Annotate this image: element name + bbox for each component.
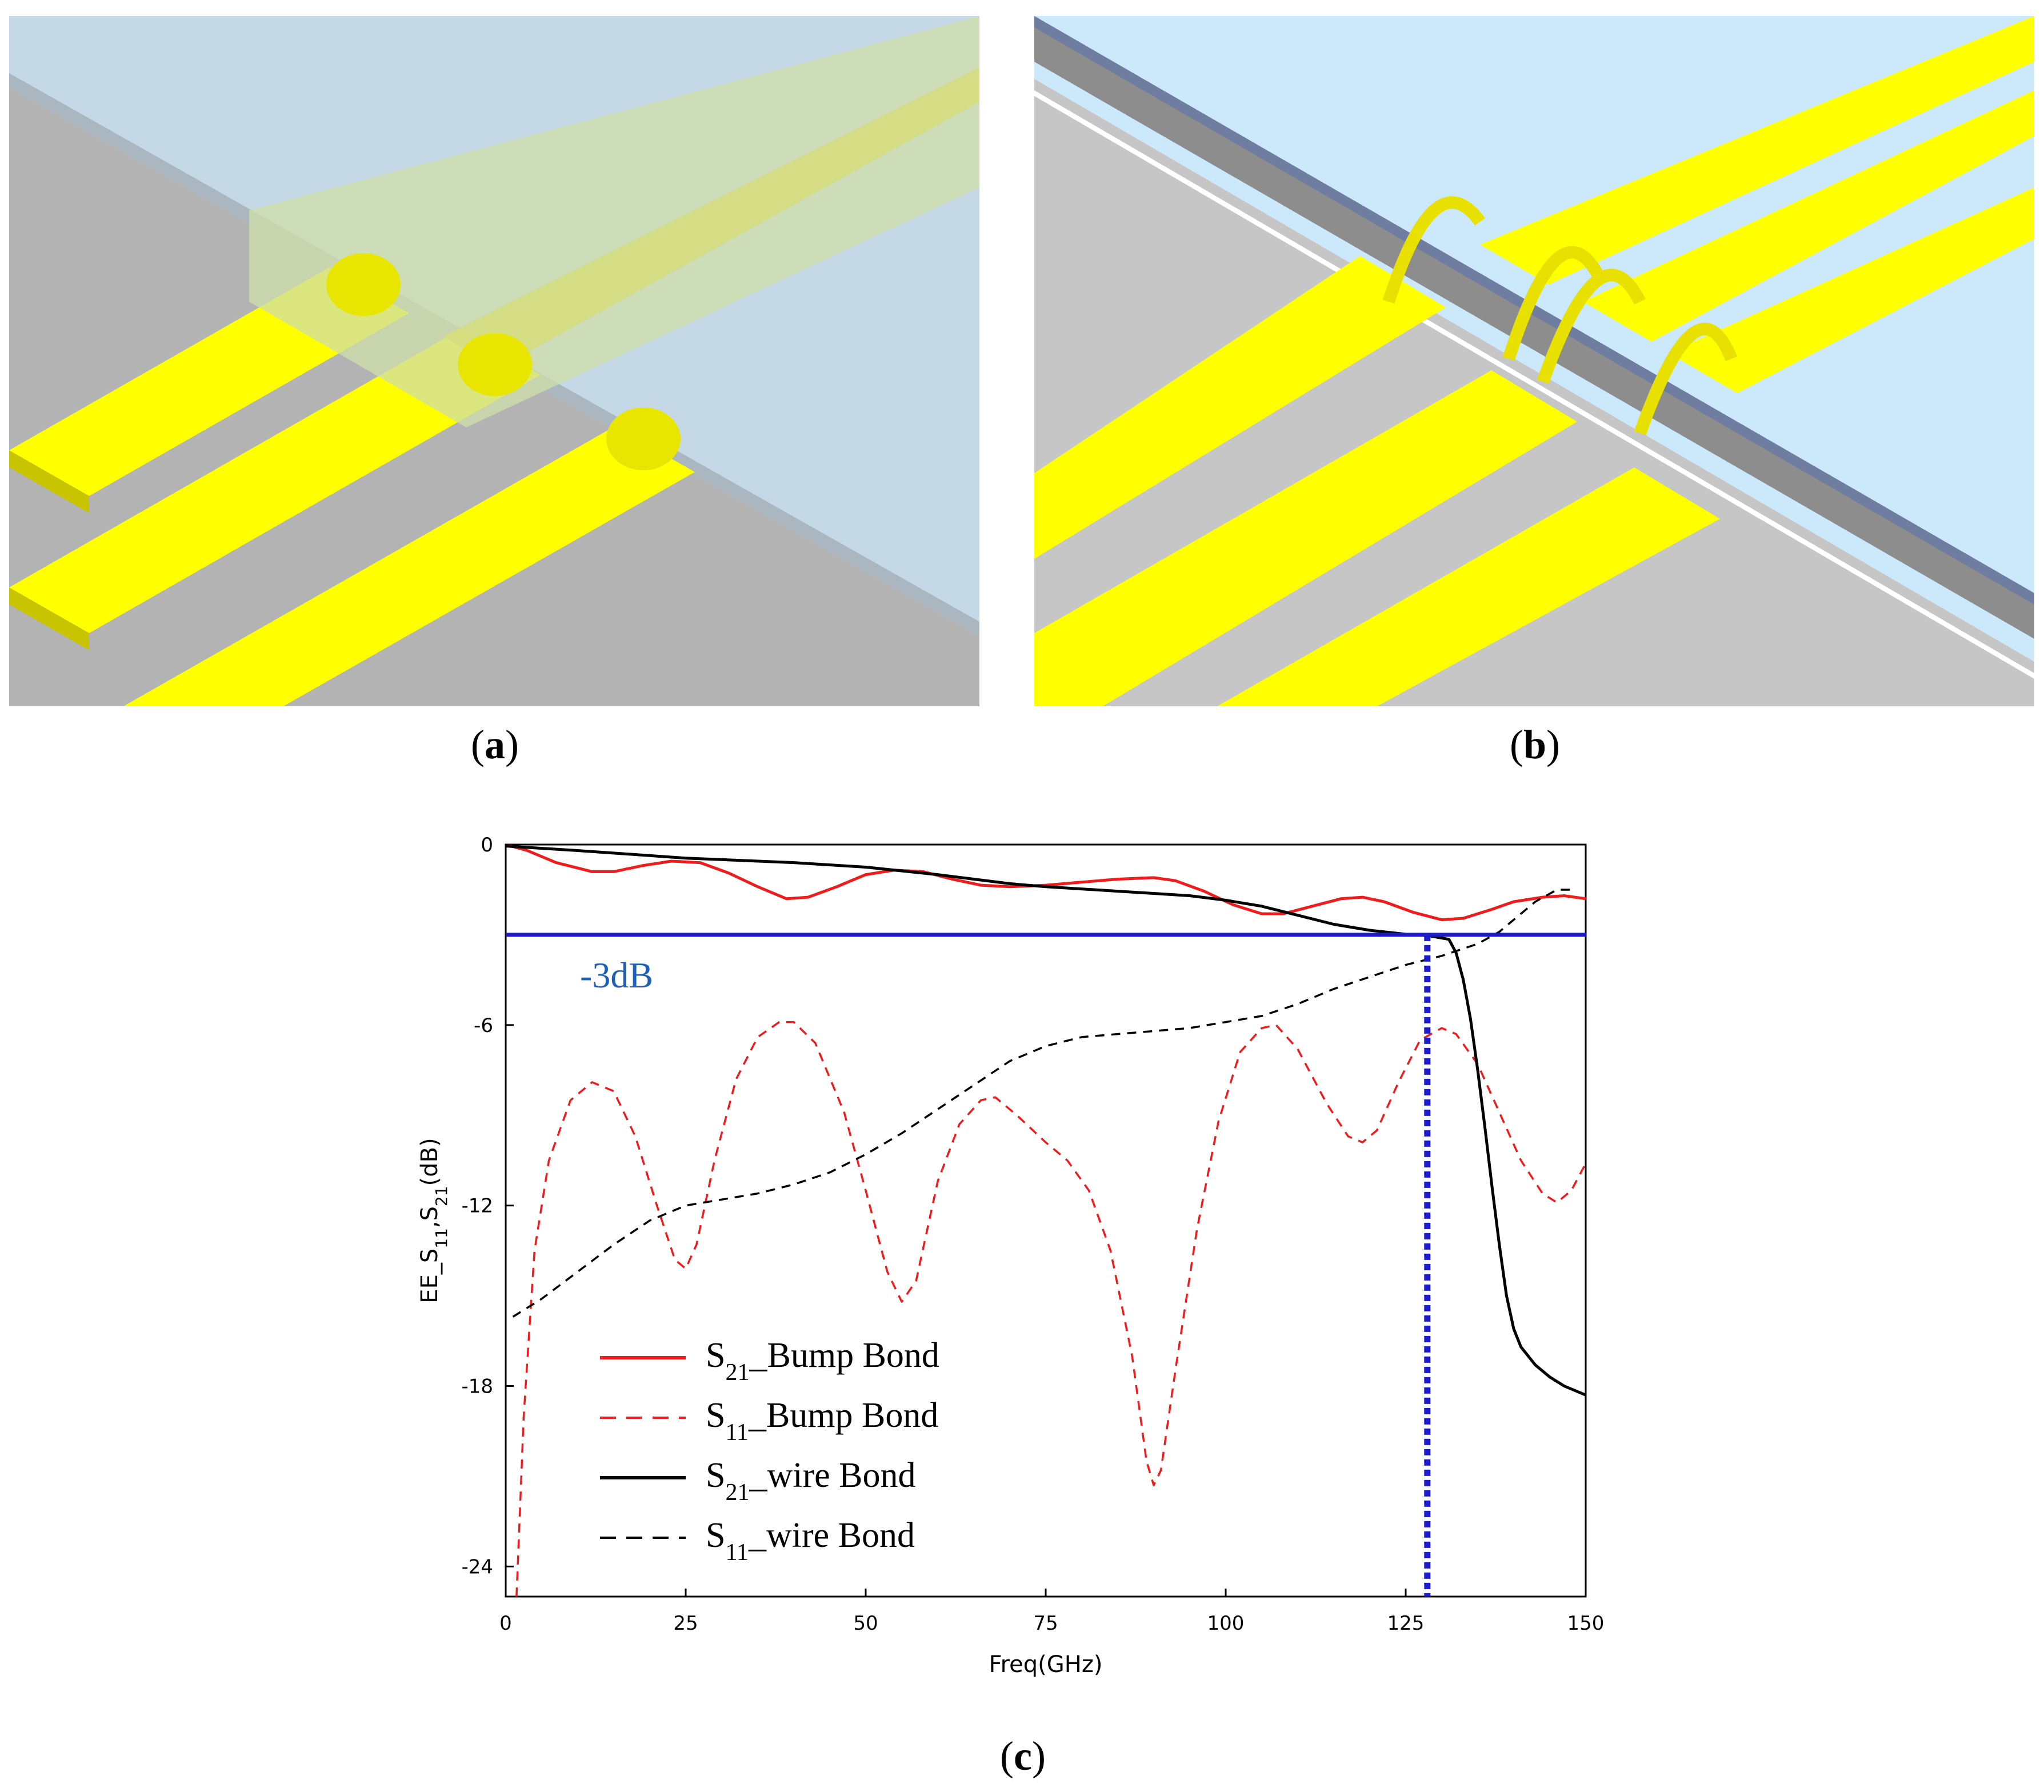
gold-trace-3: [1217, 467, 1720, 706]
solder-bump-1: [326, 253, 401, 316]
x-tick-label-75: 75: [1033, 1612, 1058, 1635]
x-tick-label-25: 25: [673, 1612, 698, 1635]
solder-bump-2: [458, 333, 532, 396]
y-tick-label-0: 0: [481, 834, 493, 857]
panel-b-wire-bond-illustration: [1034, 16, 2034, 706]
legend-label-0: S21_Bump Bond: [706, 1336, 939, 1386]
x-tick-label-125: 125: [1387, 1612, 1425, 1635]
y-tick-label--24: -24: [461, 1555, 493, 1578]
legend-label-1: S11_Bump Bond: [706, 1396, 938, 1446]
y-tick-label--12: -12: [461, 1195, 493, 1218]
gap-line: [1034, 90, 2034, 679]
series-line-3: [512, 889, 1571, 1318]
gold-trace-1: [1034, 256, 1446, 559]
legend-label-2: S21_wire Bond: [706, 1456, 916, 1506]
annotation-layer: [506, 933, 1586, 1597]
bond-wire-2: [1502, 246, 1606, 361]
series-layer: [506, 845, 1586, 1597]
chip-trace-2: [1583, 90, 2034, 342]
chip-top-edge: [1034, 16, 2034, 605]
series-line-1: [515, 1021, 1586, 1597]
bond-wire-1: [1382, 196, 1485, 304]
plot-border: [505, 843, 1587, 1598]
panel-a-bump-bond-illustration: [9, 16, 979, 706]
caption-b: (b): [1509, 722, 1561, 767]
caption-c: (c): [1000, 1733, 1046, 1779]
bond-wire-3: [1537, 269, 1646, 384]
y-tick-label--18: -18: [461, 1375, 493, 1398]
y-axis-title: EE_S11,S21(dB): [417, 1138, 451, 1303]
gold-trace-1-side: [9, 450, 89, 513]
x-tick-label-50: 50: [853, 1612, 878, 1635]
x-tick-label-150: 150: [1567, 1612, 1605, 1635]
legend: S21_Bump Bond S11_Bump Bond S21_wire Bond S…: [600, 1336, 939, 1566]
series-line-2: [506, 845, 1586, 1397]
plot-frame: [505, 843, 1587, 1598]
y-tick-label--6: -6: [474, 1014, 493, 1037]
x-axis-title: Freq(GHz): [989, 1651, 1103, 1678]
annotation-minus-3db: -3dB: [580, 955, 653, 995]
caption-a: (a): [471, 722, 519, 767]
gold-trace-2: [1034, 370, 1577, 706]
chip-trace-upper: [443, 67, 979, 370]
legend-label-3: S11_wire Bond: [706, 1516, 915, 1566]
bump-bond-3d-icon: [9, 16, 979, 706]
gold-trace-2-side: [9, 587, 89, 650]
x-tick-label-0: 0: [499, 1612, 512, 1635]
axis-ticks: 0 25 50 75 100 125 150 0 -6 -12 -18 -24: [461, 834, 1604, 1635]
gold-trace-3: [123, 426, 695, 706]
x-tick-label-100: 100: [1207, 1612, 1245, 1635]
chip-trace-1: [1480, 16, 2034, 285]
solder-bump-3: [606, 407, 681, 470]
chip-trace-3: [1669, 187, 2034, 393]
bond-wire-4: [1634, 322, 1738, 435]
glass-chip-traces: [249, 16, 979, 427]
gold-trace-2: [9, 329, 541, 633]
wire-bond-3d-icon: [1034, 16, 2034, 706]
series-line-0: [506, 845, 1586, 922]
